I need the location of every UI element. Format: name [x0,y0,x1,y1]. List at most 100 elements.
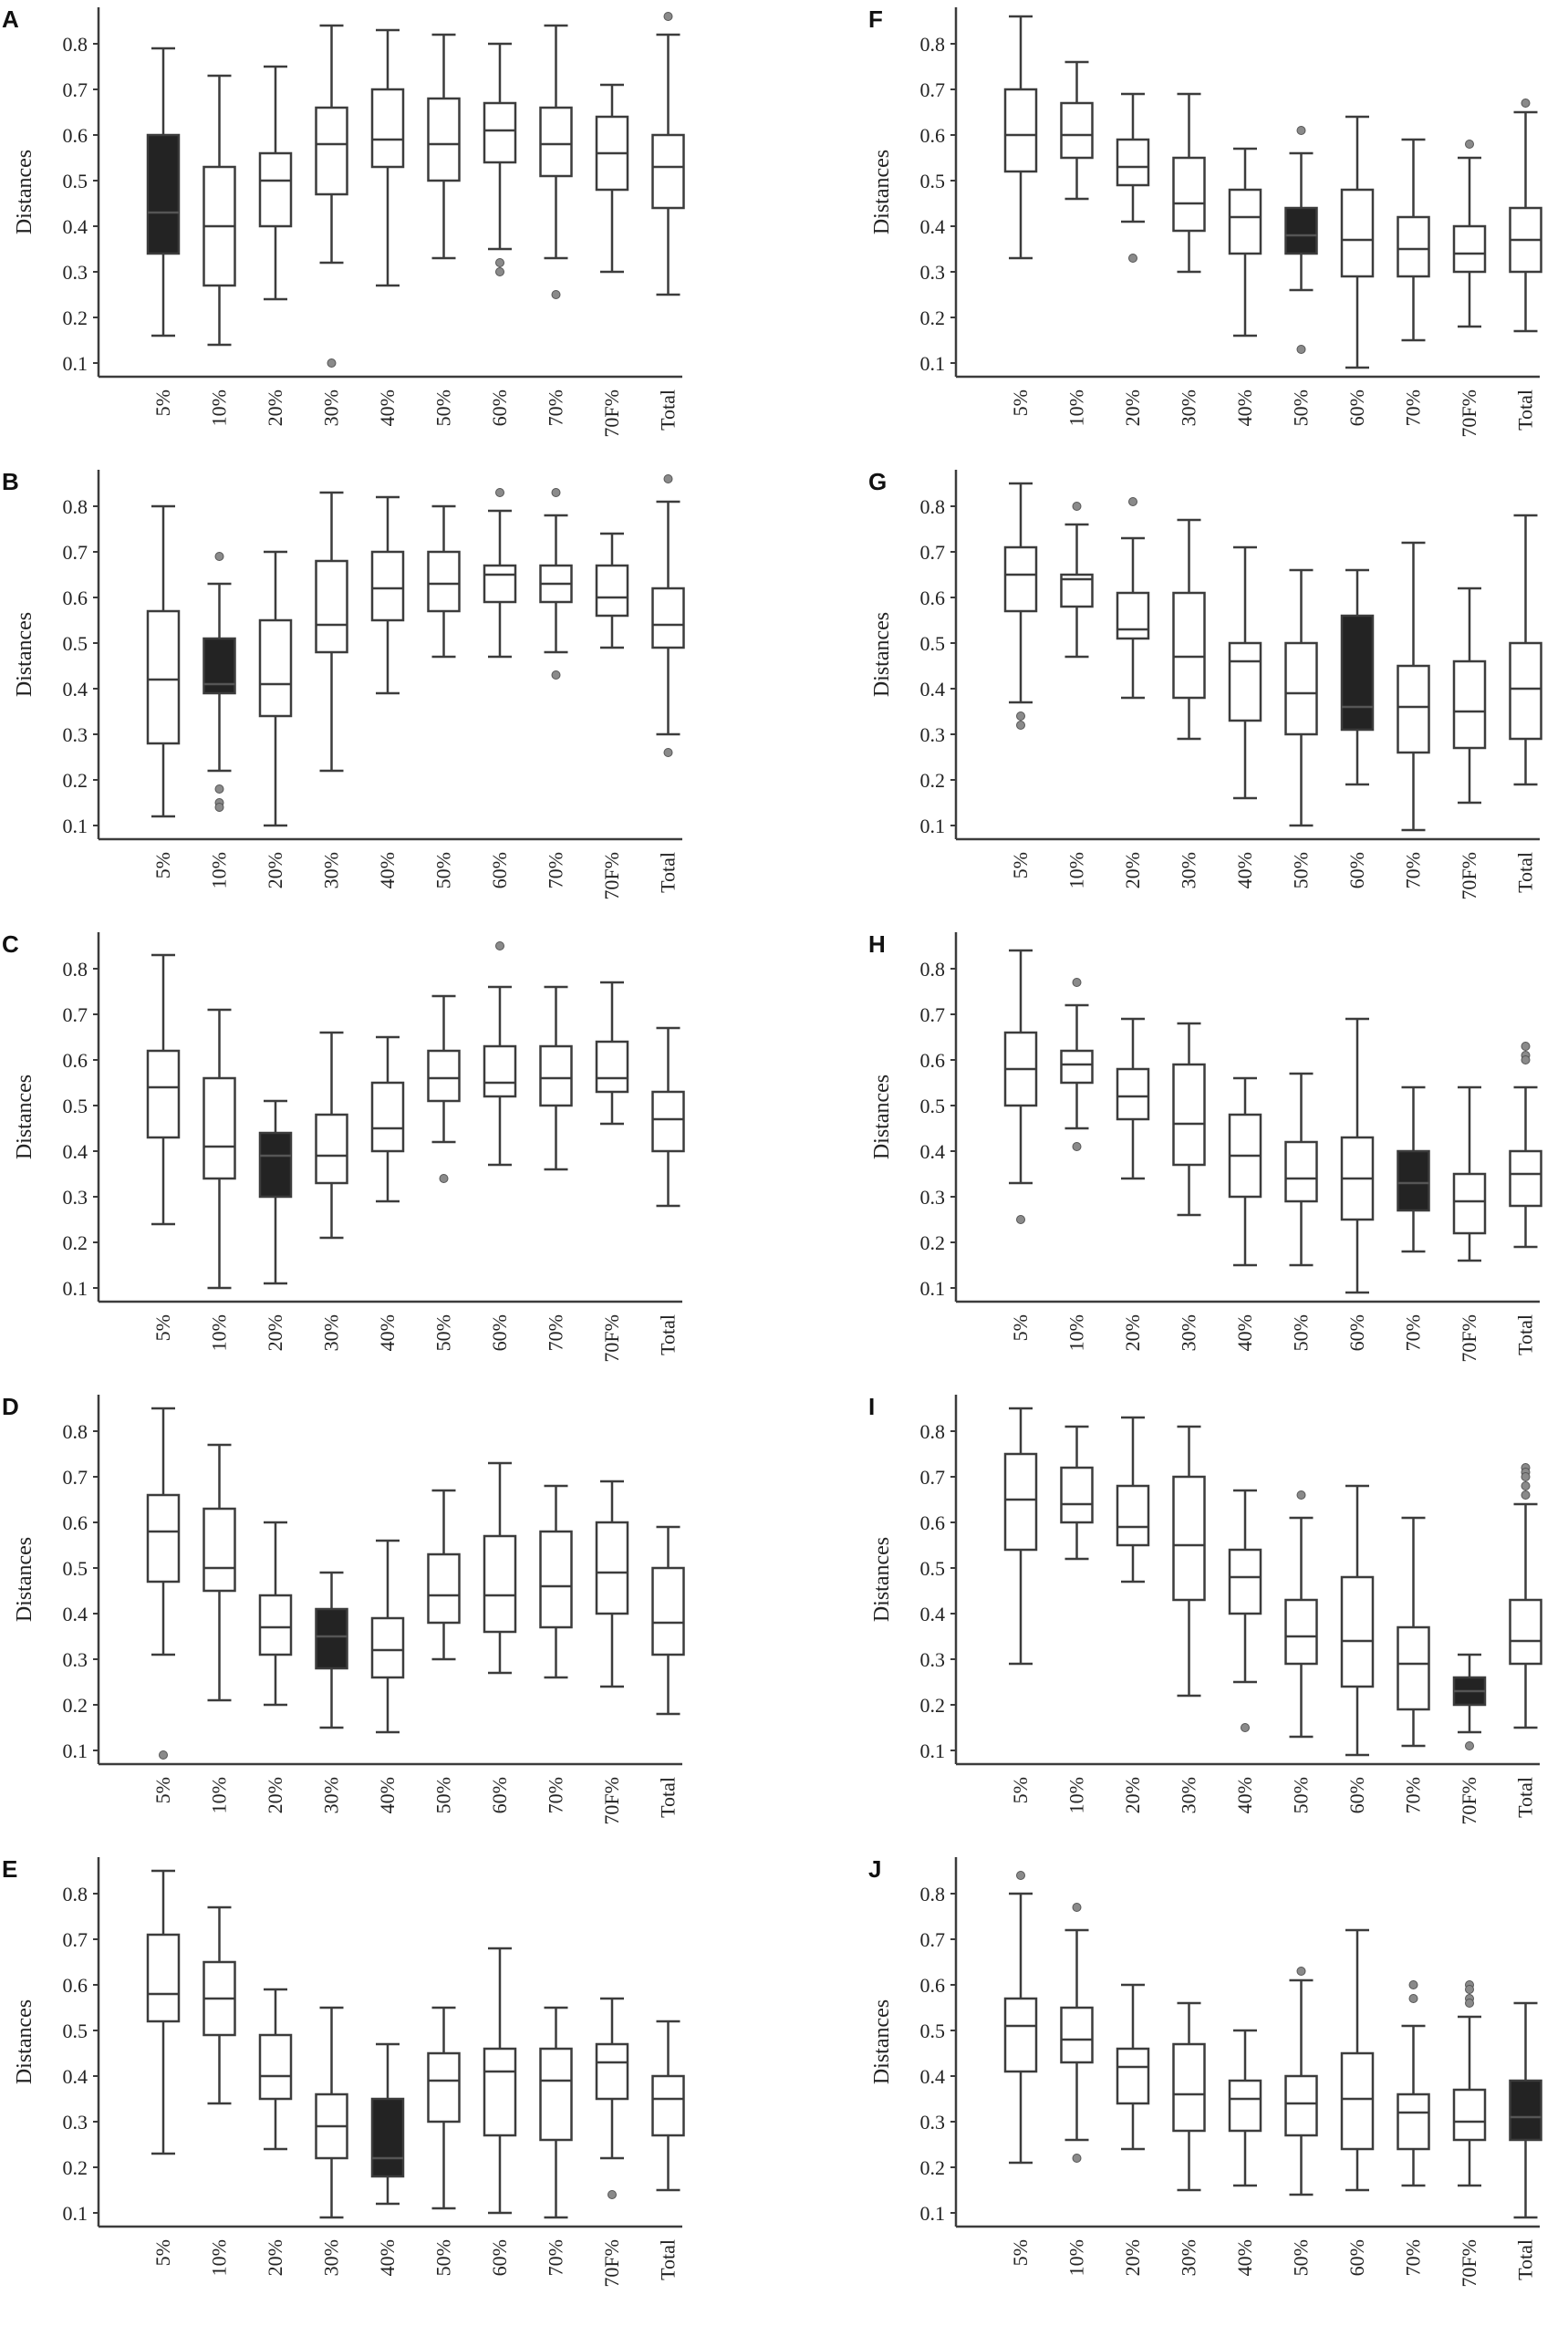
panel-letter: G [868,468,887,495]
box-20pct: 20% [258,1521,293,1813]
box-70pct: 70% [1397,1516,1430,1813]
x-tick-label: 60% [488,1314,511,1351]
x-tick-label: 30% [320,2239,343,2276]
x-tick-label: 70F% [600,389,623,438]
x-tick-label: 60% [1345,1777,1368,1813]
box-iqr [1060,1466,1094,1524]
box-5pct: 5% [1003,15,1038,416]
y-axis-title: Distances [13,1537,36,1622]
outlier-point [1521,1490,1531,1500]
box-total: Total [1509,99,1542,431]
y-tick-label: 0.8 [63,1883,88,1905]
box-30pct: 30% [315,24,348,426]
y-tick-label: 0.7 [63,1466,88,1489]
box-iqr [1340,188,1375,278]
y-tick-label: 0.5 [63,170,88,192]
box-50pct: 50% [427,1489,461,1813]
box-iqr [483,101,517,164]
x-tick-label: 5% [151,2239,174,2266]
box-50pct: 50% [1284,126,1318,426]
y-axis-title: Distances [870,1537,894,1622]
y-tick-label: 0.6 [920,587,946,609]
y-tick-label: 0.8 [920,33,946,56]
box-iqr [1284,2074,1318,2137]
x-tick-label: 70F% [600,852,623,900]
x-tick-label: 50% [1290,389,1313,426]
x-tick-label: 20% [264,2239,286,2276]
box-70fpct: 70F% [595,532,629,900]
y-tick-label: 0.3 [63,723,88,746]
x-tick-label: 20% [264,1777,286,1813]
y-tick-label: 0.2 [920,1694,946,1717]
box-iqr [1284,1140,1318,1203]
y-axis-title: Distances [870,1999,894,2084]
box-iqr-highlighted [146,133,181,255]
panel-g: G 0.1 0.2 0.3 0.4 0.5 0.6 0.7 0.8 Distances 5% 10% 2… [868,468,1542,900]
outlier-point [1465,140,1474,149]
box-30pct: 30% [1172,2001,1206,2276]
box-20pct: 20% [1116,1416,1150,1813]
y-tick-label: 0.6 [920,1974,946,1997]
outlier-point [1408,1980,1418,1989]
y-tick-label: 0.7 [920,1466,946,1489]
y-tick-label: 0.6 [63,587,88,609]
y-tick-label: 0.8 [63,958,88,981]
box-iqr [1340,1575,1375,1688]
y-tick-label: 0.8 [920,1883,946,1905]
outlier-point [1296,1967,1306,1976]
x-tick-label: 10% [1065,389,1088,426]
box-iqr [651,1566,685,1656]
x-tick-label: 60% [1345,389,1368,426]
outlier-point [1016,721,1025,730]
outlier-point [1072,2154,1082,2163]
x-tick-label: 50% [432,2239,455,2276]
x-tick-label: 70F% [1458,1314,1480,1363]
x-tick-label: 10% [208,389,231,426]
box-5pct: 5% [146,47,181,416]
box-iqr [202,1076,236,1180]
box-iqr [1116,591,1150,640]
y-axis-title: Distances [870,150,894,234]
box-iqr [595,1521,629,1615]
panel-h: H 0.1 0.2 0.3 0.4 0.5 0.6 0.7 0.8 Distances 5% 10% 2… [868,930,1542,1363]
box-60pct: 60% [1340,1017,1375,1351]
box-iqr [651,1090,685,1153]
box-70fpct: 70F% [595,981,629,1363]
outlier-point [1465,1741,1474,1750]
outlier-point [159,1750,168,1760]
y-axis-title: Distances [870,1075,894,1159]
y-tick-label: 0.4 [920,1603,946,1625]
outlier-point [1296,345,1306,354]
outlier-point [607,2190,617,2199]
outlier-point [439,1174,449,1183]
x-tick-label: 60% [488,2239,511,2276]
y-tick-label: 0.7 [920,78,946,101]
box-70pct: 70% [1397,138,1430,426]
box-iqr [427,2051,461,2124]
outlier-point [495,488,504,497]
outlier-point [1241,1723,1250,1732]
box-10pct: 10% [202,1008,236,1351]
box-iqr [146,1933,181,2023]
box-70pct: 70% [1397,1980,1430,2276]
box-70fpct: 70F% [595,1480,629,1825]
box-iqr [1228,2079,1262,2133]
box-iqr [1116,1484,1150,1547]
x-tick-label: 50% [432,1777,455,1813]
box-5pct: 5% [1003,949,1038,1341]
box-40pct: 40% [1228,2029,1262,2276]
box-iqr-highlighted [258,1131,293,1199]
x-tick-label: 70% [545,1777,567,1813]
box-iqr [1452,659,1487,750]
y-tick-label: 0.6 [920,1511,946,1534]
y-tick-label: 0.6 [920,124,946,147]
box-iqr [258,151,293,228]
y-tick-label: 0.6 [920,1049,946,1072]
box-50pct: 50% [1284,1072,1318,1351]
y-tick-label: 0.2 [920,306,946,329]
box-iqr [1509,641,1542,741]
x-tick-label: 10% [208,1314,231,1351]
y-tick-label: 0.8 [920,495,946,518]
x-tick-label: 40% [1233,852,1256,888]
